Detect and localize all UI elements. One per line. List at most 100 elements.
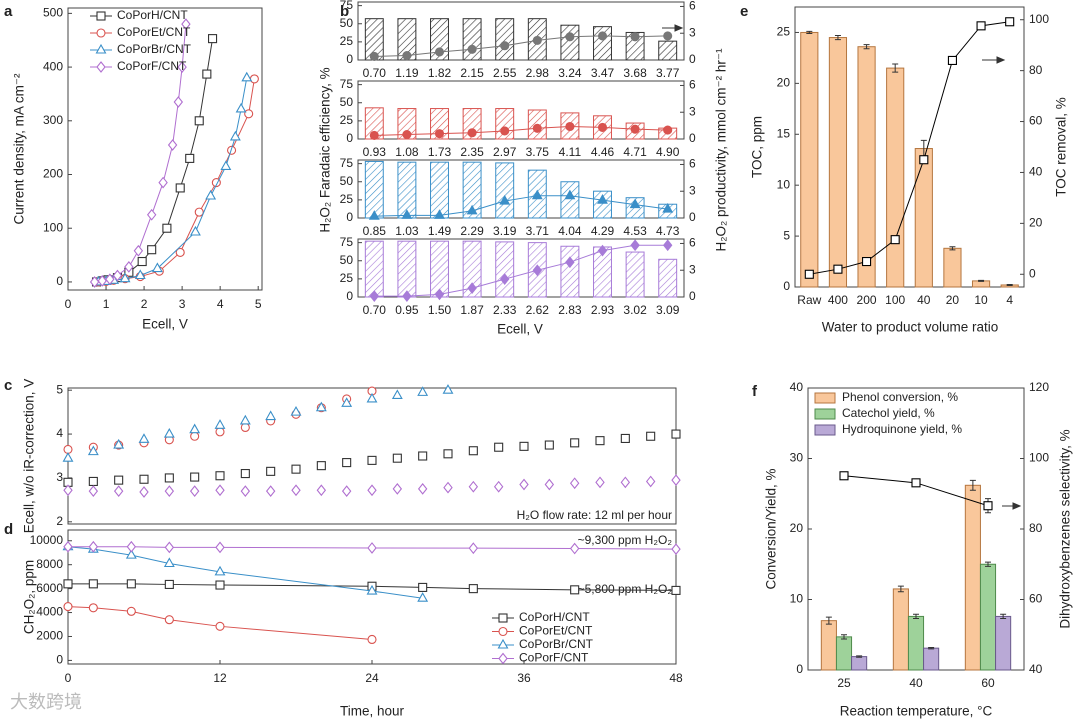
y-tick-label: 0 (56, 653, 63, 667)
marker (316, 484, 327, 497)
plot-frame (67, 7, 263, 291)
marker (112, 269, 123, 282)
marker (341, 397, 353, 407)
x-tick-label: 12 (213, 671, 227, 685)
marker (244, 109, 254, 119)
x-axis-label: Ecell, V (497, 322, 543, 337)
y-tick-label: 25 (340, 113, 354, 127)
marker (88, 579, 98, 589)
marker (434, 47, 445, 57)
marker (368, 210, 380, 220)
marker (147, 245, 157, 255)
marker (88, 603, 98, 613)
y-tick-label: 25 (340, 34, 354, 48)
bar (892, 588, 909, 671)
bar (495, 162, 515, 219)
marker (240, 422, 250, 433)
marker (434, 129, 445, 139)
watermark: 大数跨境 (10, 692, 82, 712)
y2-tick-label: 0 (689, 131, 696, 145)
y-tick-label: 40 (790, 380, 804, 394)
marker (341, 485, 352, 497)
marker (646, 431, 656, 441)
legend-label: CoPorEt/CNT (519, 624, 593, 638)
y-tick-label: 5 (56, 382, 63, 396)
marker (468, 584, 478, 594)
marker (467, 128, 477, 138)
category-label: 4.71 (623, 145, 647, 159)
x-tick-label: 0 (65, 671, 72, 685)
marker (189, 485, 200, 497)
legend-label: CoPorEt/CNT (117, 25, 191, 39)
category-label: 3.68 (623, 66, 647, 80)
marker (189, 225, 201, 236)
category-label: Raw (797, 293, 821, 307)
marker (630, 124, 640, 134)
marker (862, 256, 872, 267)
marker (207, 34, 218, 44)
annotation: ~9,300 ppm H₂O₂ (578, 533, 673, 547)
y2-axis-label: Dihydroxybenzenes selectivity, % (1058, 429, 1073, 628)
marker (499, 194, 511, 205)
category-label: 3.75 (526, 145, 550, 159)
marker (139, 474, 149, 484)
bar (462, 240, 482, 298)
marker (434, 288, 445, 301)
marker (62, 452, 74, 462)
plot-frame (794, 6, 1025, 288)
marker (239, 414, 251, 425)
marker (597, 194, 608, 204)
marker (532, 264, 543, 277)
y-tick-label: 5 (783, 228, 790, 242)
arrow-head (674, 24, 684, 32)
marker (417, 483, 428, 495)
marker (468, 542, 479, 555)
marker (316, 461, 326, 471)
error-bar (928, 646, 935, 650)
marker (671, 429, 681, 439)
plot-frame (357, 159, 685, 219)
arrow-head (1012, 502, 1022, 510)
legend-marker (498, 626, 508, 637)
marker (443, 449, 453, 459)
marker (544, 478, 555, 491)
y-tick-label: 20 (790, 521, 804, 535)
marker (391, 389, 403, 400)
marker (205, 189, 217, 200)
marker (839, 471, 849, 481)
category-label: 3.02 (623, 303, 647, 317)
bar (964, 484, 981, 671)
marker (569, 477, 580, 490)
category-label: 4.46 (591, 145, 615, 159)
category-label: 1.50 (428, 303, 452, 317)
y-tick-label: 10 (777, 177, 791, 191)
marker (595, 476, 605, 489)
marker (468, 446, 478, 456)
marker (500, 126, 510, 136)
category-label: 2.97 (493, 145, 517, 159)
category-label: 40 (917, 293, 931, 307)
category-label: 1.87 (460, 303, 484, 317)
marker (190, 472, 200, 482)
category-label: 3.47 (591, 66, 615, 80)
marker (158, 176, 168, 189)
bar (886, 67, 905, 288)
marker (532, 123, 542, 133)
bar (979, 563, 997, 671)
marker (645, 475, 656, 488)
category-label: 2.93 (591, 303, 615, 317)
y-axis-label: Current density, mA cm⁻² (12, 73, 27, 224)
marker (630, 32, 640, 42)
marker (565, 256, 575, 269)
category-label: 3.09 (656, 303, 680, 317)
x-tick-label: 5 (255, 297, 262, 311)
y2-tick-label: 3 (689, 183, 696, 197)
y2-tick-label: 6 (689, 0, 696, 13)
arrow (662, 24, 1022, 510)
bar (364, 160, 384, 219)
marker (63, 484, 73, 497)
marker (105, 273, 115, 286)
marker (629, 198, 641, 209)
bar (907, 615, 925, 671)
y2-axis-label: TOC removal, % (1054, 97, 1069, 197)
